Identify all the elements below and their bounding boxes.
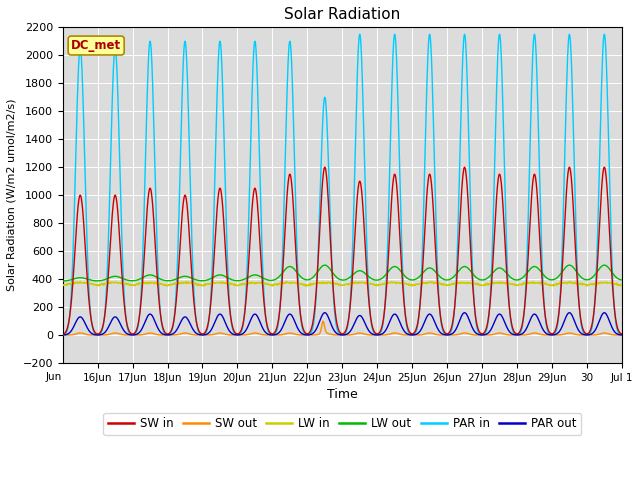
X-axis label: Time: Time: [327, 388, 358, 401]
Title: Solar Radiation: Solar Radiation: [284, 7, 401, 22]
Text: DC_met: DC_met: [71, 39, 121, 52]
Text: Jun: Jun: [45, 372, 61, 382]
Legend: SW in, SW out, LW in, LW out, PAR in, PAR out: SW in, SW out, LW in, LW out, PAR in, PA…: [103, 413, 581, 435]
Y-axis label: Solar Radiation (W/m2 umol/m2/s): Solar Radiation (W/m2 umol/m2/s): [7, 99, 17, 291]
